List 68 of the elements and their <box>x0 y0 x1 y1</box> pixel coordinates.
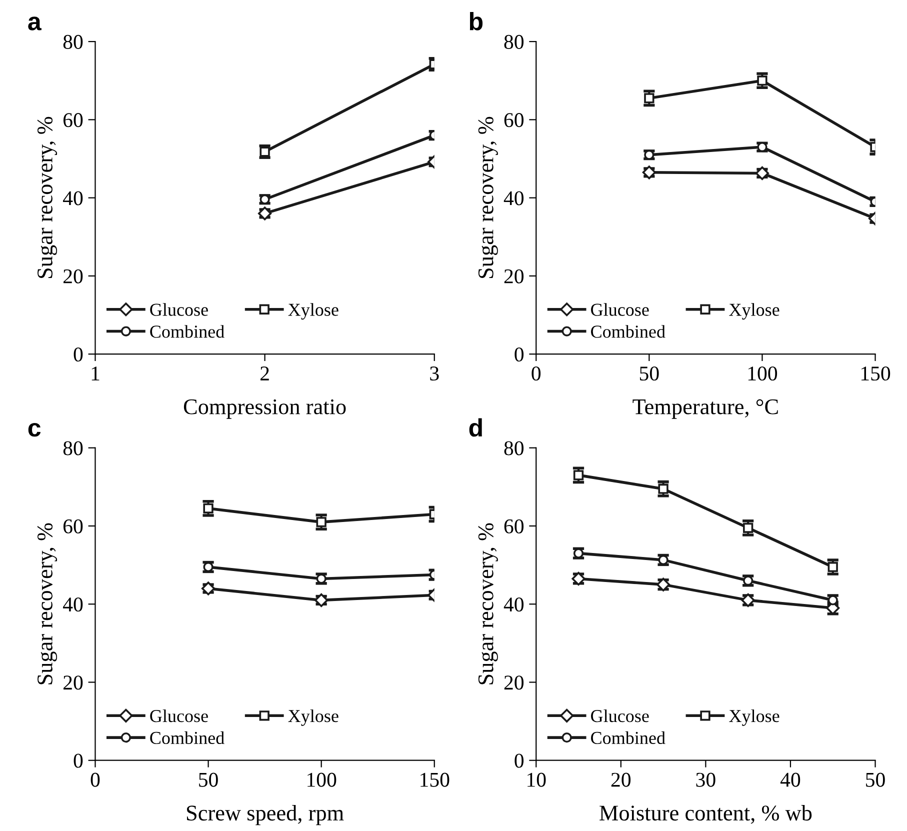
x-tick-label: 100 <box>748 366 778 381</box>
x-tick-label: 0 <box>90 772 100 787</box>
x-tick-label: 150 <box>861 366 890 381</box>
point <box>573 470 584 480</box>
y-tick-label: 20 <box>64 676 83 690</box>
legend-label: Glucose <box>591 709 649 722</box>
chart-title: c <box>28 422 41 437</box>
legend-label: Xylose <box>288 303 338 320</box>
x-tick-label: 50 <box>640 366 659 381</box>
y-tick-label: 0 <box>514 347 524 362</box>
x-axis-title: Compression ratio <box>184 399 346 419</box>
x-tick-label: 50 <box>866 772 885 787</box>
legend-label: Glucose <box>150 709 208 722</box>
y-tick-label: 40 <box>504 597 524 612</box>
x-axis-title: Screw speed, rpm <box>186 804 344 826</box>
point <box>743 522 754 533</box>
y-tick-label: 40 <box>504 191 524 206</box>
legend-label: Combined <box>591 325 666 338</box>
legend-label: Xylose <box>729 303 780 320</box>
y-tick-label: 80 <box>63 441 83 456</box>
legend-label: Glucose <box>591 303 649 316</box>
x-tick-label: 50 <box>199 772 218 787</box>
y-tick-label: 80 <box>504 441 524 456</box>
y-tick-label: 40 <box>63 191 83 206</box>
y-tick-label: 60 <box>63 519 83 534</box>
x-tick-label: 30 <box>696 772 716 787</box>
x-tick-label: 20 <box>611 772 631 787</box>
y-tick-label: 40 <box>63 597 83 612</box>
x-axis-title: Moisture content, % wb <box>600 804 812 824</box>
y-tick-label: 60 <box>63 113 83 128</box>
y-tick-label: 80 <box>63 34 83 49</box>
y-tick-label: 0 <box>514 754 524 768</box>
point <box>828 562 838 572</box>
y-tick-label: 20 <box>504 676 524 690</box>
point <box>644 93 654 104</box>
legend-label: Glucose <box>150 303 208 316</box>
y-axis-title: Sugar recovery, % <box>478 523 498 684</box>
y-tick-label: 20 <box>504 269 524 284</box>
point <box>757 76 768 86</box>
x-tick-label: 3 <box>430 366 439 381</box>
chart-title: a <box>28 16 42 30</box>
y-axis-title: Sugar recovery, % <box>37 523 58 684</box>
legend-label: Combined <box>150 325 224 338</box>
x-tick-label: 1 <box>92 366 100 380</box>
legend-label: Xylose <box>288 709 338 726</box>
x-axis-title: Temperature, °C <box>632 399 778 419</box>
legend-label: Xylose <box>729 709 780 726</box>
y-tick-label: 60 <box>504 113 524 128</box>
x-tick-label: 0 <box>532 366 541 381</box>
y-tick-label: 20 <box>64 269 83 284</box>
y-tick-label: 0 <box>74 347 83 362</box>
x-tick-label: 40 <box>780 772 800 787</box>
point <box>658 484 668 494</box>
y-tick-label: 60 <box>504 519 524 534</box>
point <box>203 503 214 514</box>
y-axis-title: Sugar recovery, % <box>478 116 498 278</box>
y-tick-label: 0 <box>74 754 83 768</box>
chart-title: d <box>469 418 482 437</box>
legend-label: Combined <box>150 731 224 744</box>
y-axis-title: Sugar recovery, % <box>37 116 58 278</box>
y-tick-label: 80 <box>504 34 524 49</box>
point <box>316 516 326 528</box>
legend-label: Combined <box>591 731 666 744</box>
x-tick-label: 100 <box>308 772 336 787</box>
chart-title: b <box>470 12 483 30</box>
x-tick-label: 2 <box>260 366 269 380</box>
x-tick-label: 150 <box>420 772 450 787</box>
x-tick-label: 10 <box>528 772 546 787</box>
